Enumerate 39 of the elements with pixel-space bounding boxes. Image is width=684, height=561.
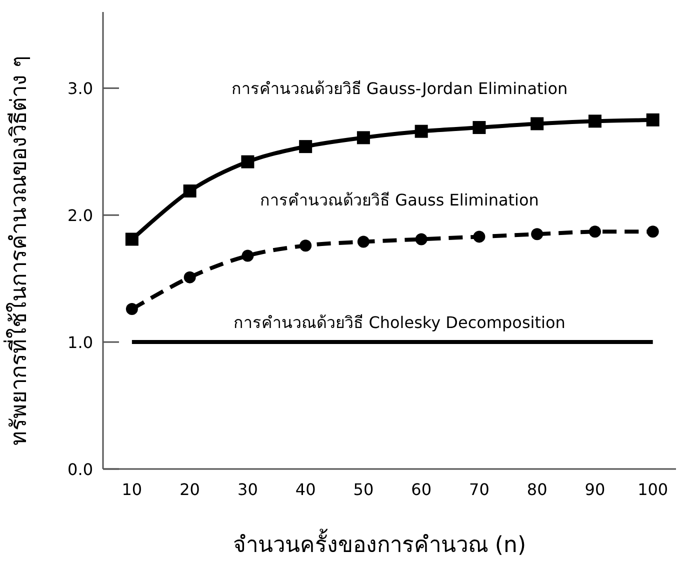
point (299, 140, 312, 154)
y-tick-label: 1.0 (68, 333, 93, 352)
x-tick-label: 80 (526, 480, 548, 499)
x-tick-label: 50 (353, 480, 374, 499)
x-tick-label: 40 (295, 480, 316, 499)
point (415, 233, 428, 246)
y-axis-title: ทรัพยากรที่ใช้ในการคำนวณของวิธีต่าง ๆ (3, 56, 32, 446)
series-label: การคำนวณด้วยวิธี Cholesky Decomposition (234, 313, 566, 332)
point (357, 236, 370, 248)
x-tick-label: 100 (638, 480, 668, 499)
point (472, 121, 486, 134)
x-tick-label: 20 (180, 480, 200, 499)
series-label: การคำนวณด้วยวิธี Gauss-Jordan Elimination (231, 78, 568, 98)
x-tick-label: 70 (469, 480, 490, 499)
point (646, 226, 659, 238)
x-tick-label: 10 (122, 480, 142, 499)
point (588, 226, 601, 238)
point (356, 131, 370, 144)
point (125, 232, 138, 246)
point (242, 250, 254, 262)
point (414, 124, 428, 138)
point (183, 184, 196, 198)
x-tick-label: 60 (411, 480, 432, 499)
x-axis-title: จำนวนครั้งของการคำนวณ (n) (232, 529, 526, 558)
point (588, 114, 602, 128)
x-tick-label: 90 (584, 480, 606, 499)
y-tick-label: 2.0 (68, 206, 93, 226)
point (531, 228, 544, 240)
series-label: การคำนวณด้วยวิธี Gauss Elimination (260, 190, 539, 210)
y-tick-label: 3.0 (68, 79, 93, 98)
point (241, 155, 254, 168)
point (184, 271, 196, 284)
point (300, 240, 312, 252)
x-tick-label: 30 (238, 480, 258, 499)
point (126, 303, 138, 316)
y-tick-label: 0.0 (68, 460, 93, 479)
point (646, 113, 660, 126)
point (530, 117, 544, 130)
point (473, 230, 486, 243)
